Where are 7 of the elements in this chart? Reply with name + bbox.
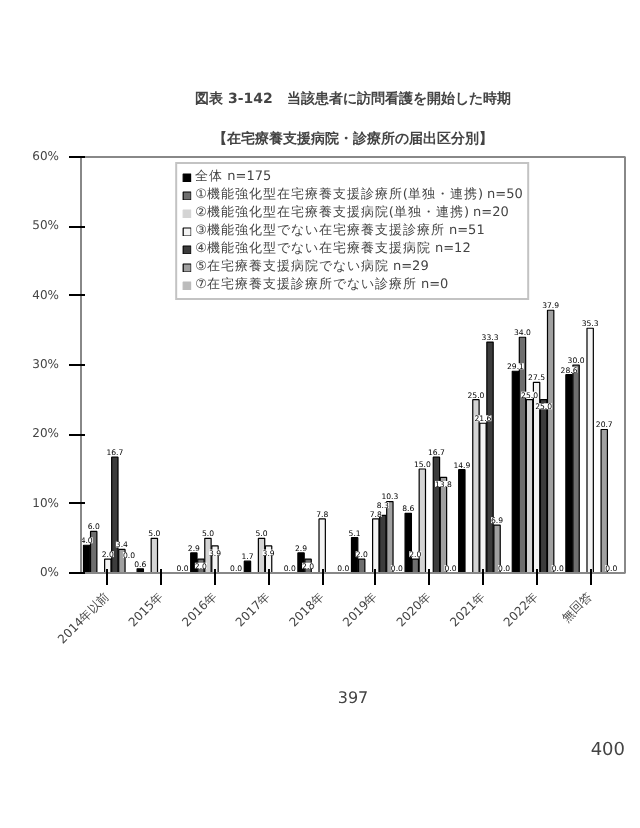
bar	[404, 512, 413, 573]
bar	[458, 469, 466, 573]
text: 397	[337, 689, 369, 707]
bar	[89, 530, 98, 573]
bar	[600, 428, 609, 573]
bar	[386, 500, 394, 573]
text: 400	[590, 741, 626, 761]
